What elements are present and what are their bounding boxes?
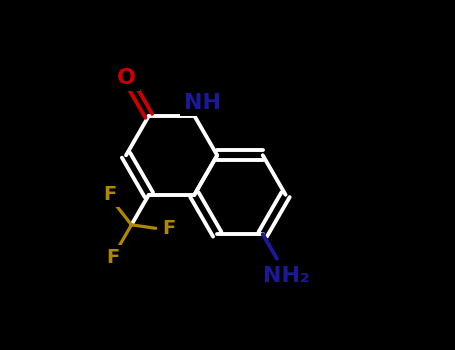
Text: F: F xyxy=(162,219,175,238)
Text: F: F xyxy=(104,185,117,204)
Text: NH: NH xyxy=(183,93,221,113)
Text: NH₂: NH₂ xyxy=(263,266,310,286)
Text: F: F xyxy=(106,248,119,267)
Text: O: O xyxy=(117,68,136,88)
